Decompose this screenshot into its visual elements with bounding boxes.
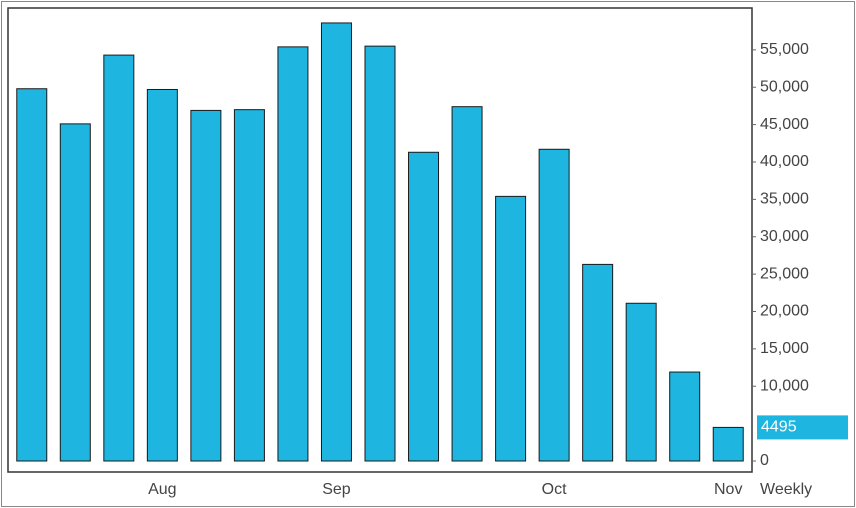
y-tick-label: 35,000 <box>760 191 809 208</box>
y-tick-label: 25,000 <box>760 265 809 282</box>
bar <box>712 426 744 462</box>
y-tick-label: 30,000 <box>760 228 809 245</box>
bar <box>625 302 657 462</box>
bar <box>320 22 352 462</box>
bar <box>408 151 440 462</box>
y-tick-label: 15,000 <box>760 340 809 357</box>
bar <box>16 88 48 462</box>
bar <box>233 109 265 462</box>
x-tick-label: Sep <box>322 481 351 498</box>
bar <box>190 109 222 462</box>
y-tick-label: 10,000 <box>760 377 809 394</box>
y-tick-label: 20,000 <box>760 303 809 320</box>
y-tick-label: 45,000 <box>760 116 809 133</box>
y-tick-label: 0 <box>760 452 769 469</box>
bar <box>364 45 396 462</box>
last-value-label: 4495 <box>761 419 797 436</box>
bar <box>451 106 483 462</box>
bar <box>669 371 701 462</box>
bar <box>277 46 309 462</box>
bar <box>538 148 570 462</box>
y-tick-label: 50,000 <box>760 78 809 95</box>
bar <box>103 54 135 462</box>
x-tick-label: Aug <box>148 481 176 498</box>
last-value-tag <box>757 415 848 440</box>
y-tick-label: 55,000 <box>760 41 809 58</box>
bar <box>495 195 527 462</box>
x-tick-label: Oct <box>542 481 567 498</box>
period-label: Weekly <box>760 481 812 498</box>
bar <box>146 88 178 462</box>
bar <box>582 263 614 462</box>
x-tick-label: Nov <box>714 481 742 498</box>
y-tick-label: 40,000 <box>760 153 809 170</box>
bar <box>59 123 91 462</box>
